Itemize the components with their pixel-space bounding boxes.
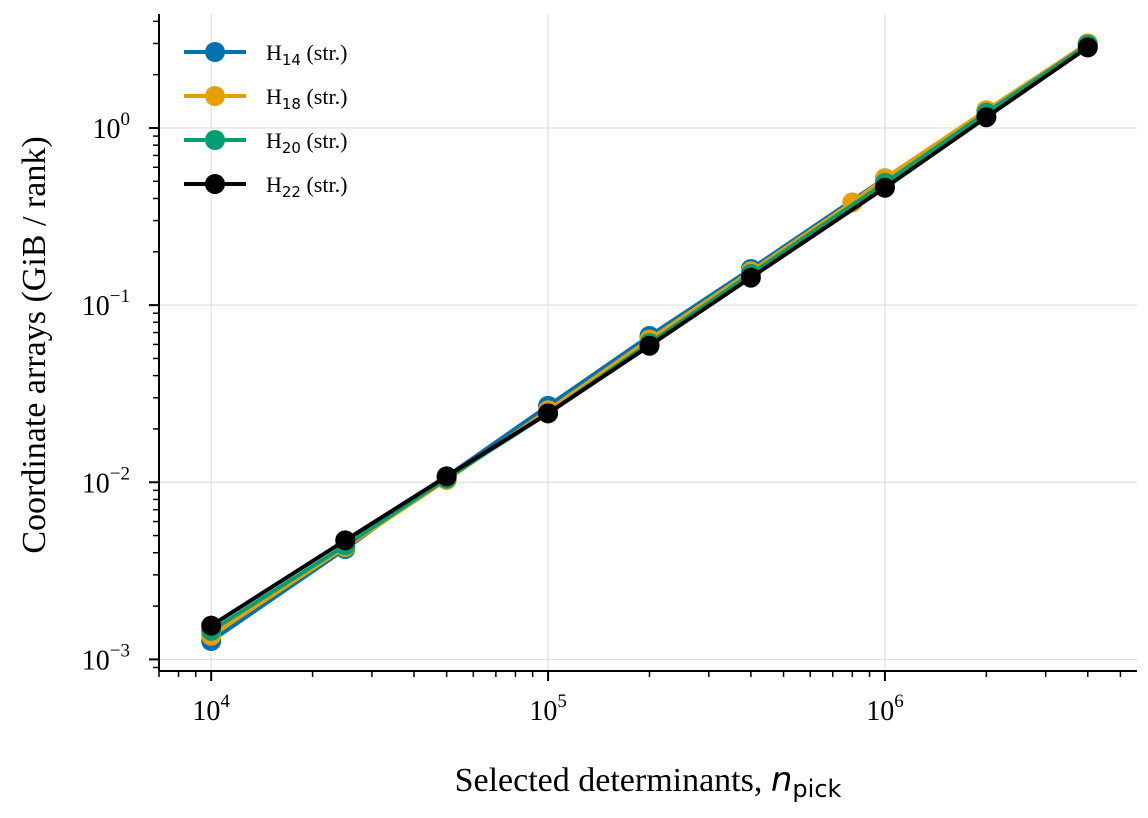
x-tick-label-exp: 5 [557, 691, 567, 712]
legend-label-sub: 18 [282, 95, 301, 113]
data-point [740, 267, 761, 288]
legend-entry: H18 (str.) [184, 84, 347, 113]
legend-marker [205, 174, 225, 194]
legend-label-name: H [266, 172, 282, 197]
legend-label-name: H [266, 128, 282, 153]
y-tick-label-exp: −3 [110, 640, 130, 661]
legend-label-suffix: (str.) [301, 40, 347, 65]
axes [158, 14, 1137, 672]
x-axis-label: Selected determinants, npick [455, 760, 842, 803]
legend-marker [205, 130, 225, 150]
x-tick-label-base: 10 [529, 696, 557, 727]
x-tick-label: 106 [866, 691, 904, 727]
series-22 [201, 37, 1098, 636]
legend-label-name: H [266, 84, 282, 109]
legend-marker [205, 86, 225, 106]
data-point [976, 107, 997, 128]
x-tick-label: 104 [192, 691, 230, 727]
legend-label-sub: 14 [282, 51, 301, 69]
y-tick-label-base: 10 [93, 114, 121, 145]
x-axis-label-math: n [771, 760, 793, 800]
data-point [201, 615, 222, 636]
legend-label: H20 (str.) [266, 128, 347, 157]
y-tick-label-exp: −1 [110, 286, 130, 307]
legend-label: H18 (str.) [266, 84, 347, 113]
legend-label: H14 (str.) [266, 40, 347, 69]
legend-entry: H22 (str.) [184, 172, 347, 201]
data-point [335, 530, 356, 551]
legend-label-sub: 20 [282, 139, 301, 157]
x-tick-label-exp: 6 [894, 691, 904, 712]
legend-marker [205, 42, 225, 62]
y-axis-label: Coordinate arrays (GiB / rank) [16, 136, 53, 553]
legend-label-sub: 22 [282, 183, 301, 201]
y-tick-label-base: 10 [82, 645, 110, 676]
legend-label-suffix: (str.) [301, 128, 347, 153]
legend-label-suffix: (str.) [301, 84, 347, 109]
x-tick-label-base: 10 [866, 696, 894, 727]
legend-label-suffix: (str.) [301, 172, 347, 197]
y-tick-label: 10−1 [82, 286, 130, 322]
legend-label-name: H [266, 40, 282, 65]
legend-entry: H20 (str.) [184, 128, 347, 157]
data-point [874, 177, 895, 198]
y-tick-label: 10−2 [82, 463, 130, 499]
legend-entry: H14 (str.) [184, 40, 347, 69]
y-tick-label-exp: 0 [121, 109, 131, 130]
y-tick-label: 10−3 [82, 640, 130, 676]
x-tick-label: 105 [529, 691, 567, 727]
data-point [639, 335, 660, 356]
legend: H14 (str.)H18 (str.)H20 (str.)H22 (str.) [184, 40, 347, 201]
legend-label: H22 (str.) [266, 172, 347, 201]
y-tick-label-base: 10 [82, 291, 110, 322]
x-tick-label-base: 10 [192, 696, 220, 727]
x-axis-label-math-sub: pick [792, 775, 841, 803]
series-layer [201, 33, 1098, 652]
y-tick-label-base: 10 [82, 468, 110, 499]
data-point [1077, 37, 1098, 58]
grid [159, 14, 1137, 671]
x-tick-label-exp: 4 [220, 691, 230, 712]
y-tick-label: 100 [93, 109, 131, 145]
data-point [538, 403, 559, 424]
data-point [436, 466, 457, 487]
y-tick-label-exp: −2 [110, 463, 130, 484]
